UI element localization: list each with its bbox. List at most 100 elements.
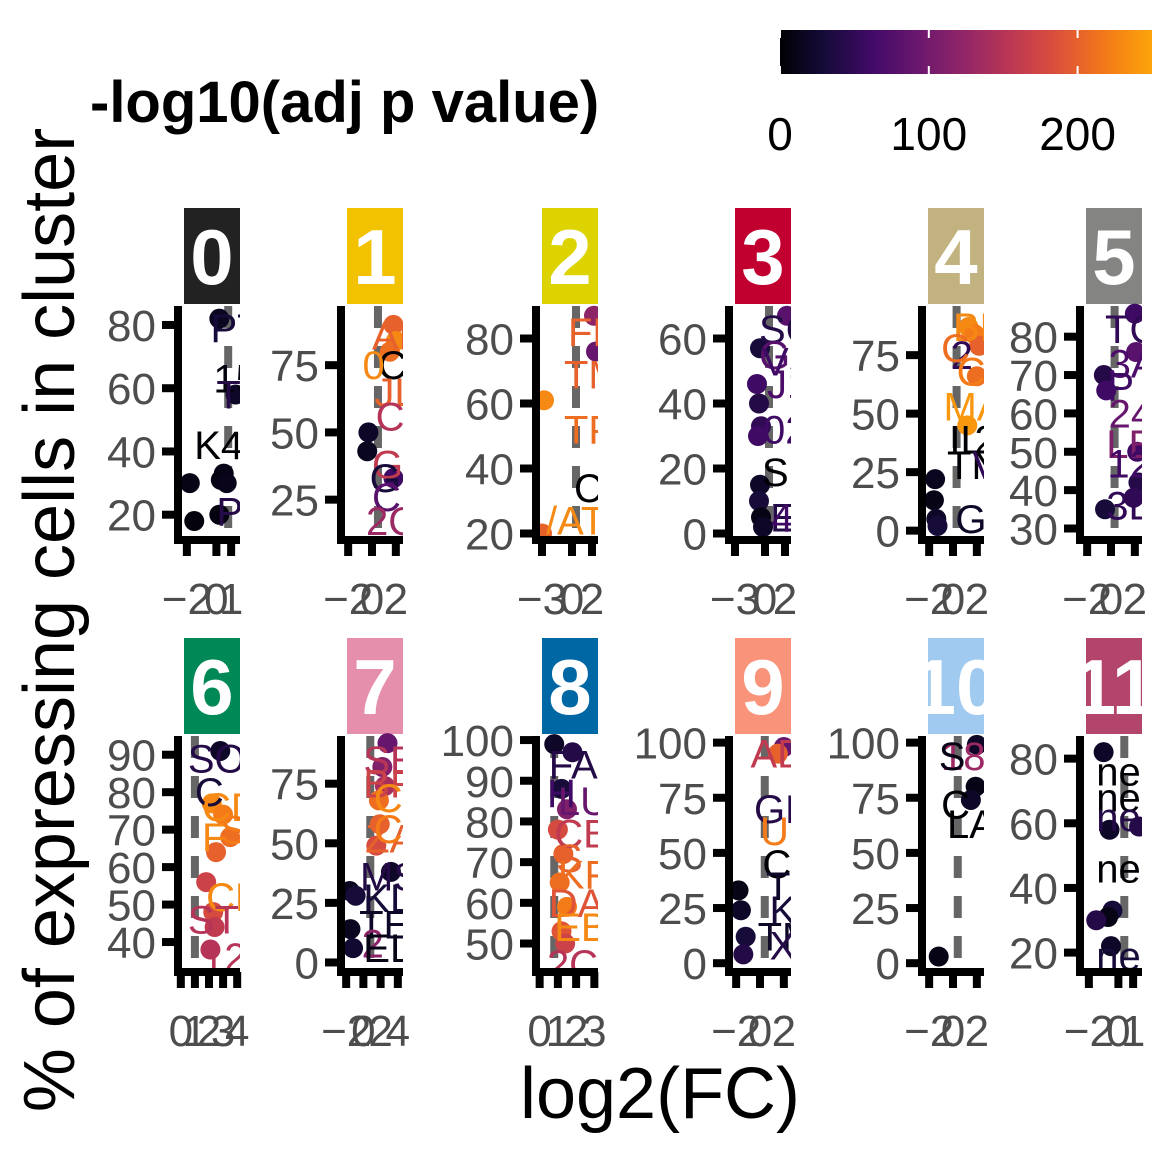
gene-label: CD bbox=[202, 786, 260, 830]
y-tick-label: 40 bbox=[1009, 865, 1058, 914]
gene-label: CB bbox=[554, 813, 610, 857]
gene-label: ST bbox=[188, 899, 239, 943]
gene-label: SO bbox=[188, 737, 246, 781]
x-tick-label: 2 bbox=[773, 575, 797, 624]
gene-label: V bbox=[972, 444, 999, 488]
colorbar-legend: -log10(adj p value) 0 100 200 bbox=[90, 30, 1152, 160]
data-point bbox=[1093, 742, 1114, 763]
y-tick-label: 25 bbox=[658, 885, 707, 934]
x-tick-label: 0 bbox=[351, 1007, 375, 1056]
facet-strip: 10 bbox=[913, 638, 1000, 734]
gene-label: T bbox=[766, 865, 790, 909]
gene-label: C bbox=[195, 771, 224, 815]
x-tick-label: 2 bbox=[384, 575, 408, 624]
x-tick-label: −2 bbox=[904, 1007, 954, 1056]
y-tick-label: 0 bbox=[295, 939, 319, 988]
gene-label: J1 bbox=[767, 363, 809, 407]
facet-strip: 0 bbox=[184, 208, 240, 304]
data-point bbox=[923, 490, 944, 511]
y-tick-label: 25 bbox=[270, 477, 319, 526]
data-point bbox=[557, 799, 577, 820]
data-point bbox=[557, 896, 577, 917]
data-point bbox=[966, 734, 984, 755]
x-tick-label: 0 bbox=[941, 1007, 965, 1056]
gene-label: K bbox=[770, 889, 797, 933]
data-point bbox=[767, 743, 788, 764]
facet-strip-background bbox=[542, 638, 598, 734]
gene-label: 2 bbox=[362, 922, 384, 966]
data-point bbox=[209, 504, 230, 525]
gene-label: MS bbox=[360, 856, 420, 900]
data-point bbox=[928, 946, 949, 967]
data-point bbox=[203, 902, 224, 923]
data-point bbox=[383, 468, 403, 489]
data-point bbox=[1101, 936, 1121, 957]
y-tick-label: 60 bbox=[1009, 800, 1058, 849]
y-tick-label: 60 bbox=[658, 316, 707, 365]
y-tick-label: 60 bbox=[107, 844, 156, 893]
gene-label: C bbox=[941, 327, 970, 371]
y-tick-label: 20 bbox=[1009, 930, 1058, 979]
y-tick-label: 20 bbox=[465, 511, 514, 560]
facet-strip-background bbox=[1086, 638, 1142, 734]
x-tick-label: 1 bbox=[219, 575, 243, 624]
y-tick-label: 50 bbox=[658, 830, 707, 879]
gene-label: KF bbox=[558, 853, 609, 897]
facet-strip-label: 10 bbox=[913, 643, 1000, 731]
data-point bbox=[204, 917, 225, 938]
gene-label: K4 bbox=[194, 424, 243, 468]
y-tick-label: 0 bbox=[876, 508, 900, 557]
gene-label: GN bbox=[372, 444, 432, 488]
y-tick-label: 75 bbox=[851, 775, 900, 824]
x-tick-label: −2 bbox=[1064, 1007, 1114, 1056]
data-point bbox=[372, 756, 393, 777]
data-point bbox=[213, 804, 234, 825]
gene-label: 02 bbox=[763, 409, 808, 453]
gene-label: TM bbox=[564, 353, 622, 397]
y-tick-label: 50 bbox=[1009, 429, 1058, 478]
x-axis-title: log2(FC) bbox=[520, 1054, 800, 1134]
gene-label: GA bbox=[759, 334, 817, 378]
y-axis-title: % of expressing cells in cluster bbox=[10, 128, 90, 1112]
data-point bbox=[1123, 487, 1142, 508]
facet-strip-background bbox=[347, 208, 403, 304]
colorbar-ticks: 0 100 200 bbox=[767, 30, 1116, 160]
facet-strip-label: 6 bbox=[190, 643, 233, 731]
x-tick-label: 2 bbox=[772, 1007, 796, 1056]
y-tick-label: 80 bbox=[465, 316, 514, 365]
facet-strip-background bbox=[542, 208, 598, 304]
gene-label: LU bbox=[558, 780, 609, 824]
data-point bbox=[380, 861, 401, 882]
facet-strip-background bbox=[347, 638, 403, 734]
facet-strip-label: 11 bbox=[1073, 643, 1152, 731]
y-tick-label: 50 bbox=[270, 409, 319, 458]
data-point bbox=[341, 919, 361, 940]
x-tick-label: −2 bbox=[321, 1007, 371, 1056]
data-point bbox=[196, 872, 217, 893]
x-tick-label: 0 bbox=[941, 575, 965, 624]
data-point bbox=[551, 778, 572, 799]
gene-label: 0 bbox=[362, 344, 384, 388]
data-point bbox=[383, 314, 403, 335]
x-tick-label: 1 bbox=[183, 1007, 207, 1056]
gene-label: CD bbox=[374, 777, 432, 821]
gene-label: EL bbox=[363, 927, 412, 971]
data-point bbox=[369, 814, 390, 835]
x-tick-label: 2 bbox=[368, 1007, 392, 1056]
y-tick-label: 80 bbox=[107, 769, 156, 818]
gene-label: H bbox=[547, 772, 576, 816]
colorbar-tick-label: 100 bbox=[890, 108, 967, 160]
gene-label: F bbox=[202, 816, 226, 860]
y-tick-label: 40 bbox=[1009, 467, 1058, 516]
data-point bbox=[957, 415, 978, 436]
gene-label: TC bbox=[1105, 308, 1152, 352]
x-tick-label: −2 bbox=[1062, 575, 1112, 624]
